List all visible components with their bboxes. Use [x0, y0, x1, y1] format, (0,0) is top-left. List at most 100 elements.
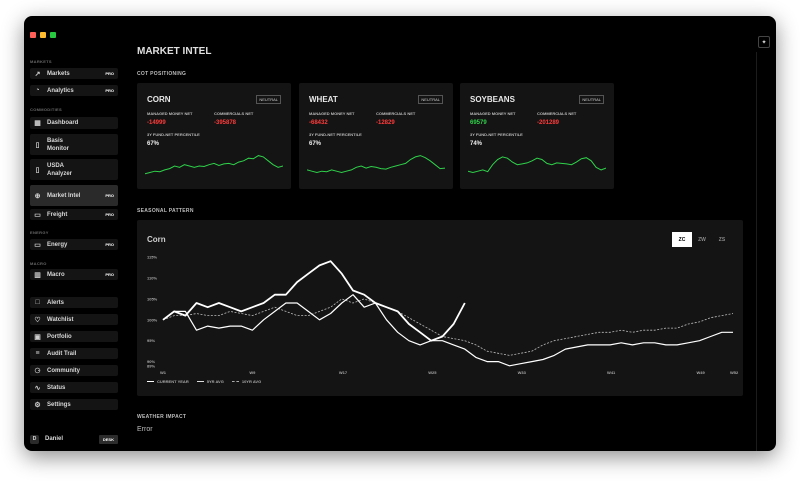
status-badge: NEUTRAL: [418, 95, 443, 104]
sidebar-item-watchlist[interactable]: ♡ Watchlist: [30, 314, 118, 325]
sliders-icon: ⚙: [34, 401, 41, 409]
x-tick-label: W25: [428, 370, 437, 375]
status-badge: NEUTRAL: [256, 95, 281, 104]
user-name: Daniel: [45, 436, 64, 442]
commercials-value: -12829: [376, 120, 395, 126]
sidebar-item-basis-monitor[interactable]: ▯ Basis Monitor: [30, 134, 118, 155]
section-label-macro: MACRO: [30, 261, 47, 266]
sidebar-item-community[interactable]: ⚆ Community: [30, 365, 118, 376]
commercials-label: COMMERCIALS NET: [376, 111, 416, 116]
series-current-year: [162, 260, 466, 342]
close-window-button[interactable]: [30, 32, 36, 38]
card-title: WHEAT: [309, 95, 338, 104]
legend-swatch-10yr: [231, 381, 239, 382]
sparkline-path: [468, 156, 606, 174]
commercials-value: -201289: [537, 120, 560, 126]
percentile-label: 3Y FUND-NET PERCENTILE: [147, 132, 200, 137]
battery-icon: ▭: [34, 241, 41, 249]
pro-badge: PRO: [105, 71, 114, 76]
sidebar-item-label: Portfolio: [47, 333, 72, 340]
pro-badge: PRO: [105, 88, 114, 93]
sidebar-item-label: Markets: [47, 70, 70, 77]
sidebar-item-freight[interactable]: ▭ Freight PRO: [30, 209, 118, 220]
card-title: SOYBEANS: [470, 95, 515, 104]
x-tick-label: W9: [249, 370, 256, 375]
sidebar-item-label: Market Intel: [47, 192, 81, 199]
chart-title: Corn: [147, 235, 166, 244]
seasonal-chart: 115% 110% 105% 100% 95% 90%89% W1 W9 W17 W25 W33 W4…: [147, 255, 739, 376]
legend-swatch-5yr: [196, 381, 204, 382]
pro-badge: PRO: [105, 212, 114, 217]
sidebar-item-market-intel[interactable]: ⊕ Market Intel PRO: [30, 185, 118, 206]
sidebar-item-label: Settings: [47, 401, 71, 408]
x-tick-label: W52: [730, 370, 739, 375]
tab-zw[interactable]: ZW: [698, 236, 706, 243]
section-label-markets: MARKETS: [30, 59, 52, 64]
y-tick-label: 105%: [147, 296, 158, 301]
tab-zc[interactable]: ZC: [672, 232, 692, 247]
cot-card-soybeans: SOYBEANS NEUTRAL MANAGED MONEY NET COMMERCI…: [460, 83, 614, 189]
globe-icon: ⊕: [34, 192, 41, 200]
weather-error: Error: [137, 426, 153, 433]
avatar: D: [30, 434, 39, 444]
managed-money-label: MANAGED MONEY NET: [470, 111, 516, 116]
sidebar-item-macro[interactable]: ▥ Macro PRO: [30, 269, 118, 280]
list-icon: ≡: [35, 350, 40, 357]
cot-card-corn: CORN NEUTRAL MANAGED MONEY NET COMMERCIALS …: [137, 83, 291, 189]
sparkline-path: [307, 155, 445, 174]
grid-icon: ▦: [34, 120, 41, 127]
minimize-window-button[interactable]: [40, 32, 46, 38]
document-icon: ▯: [35, 141, 40, 149]
commercials-value: -395878: [214, 120, 237, 126]
building-icon: ▥: [34, 271, 41, 279]
desk-badge: DESK: [98, 434, 118, 444]
sidebar-item-label: Basis Monitor: [47, 137, 69, 152]
x-tick-label: W49: [696, 370, 705, 375]
user-profile[interactable]: D Daniel DESK: [30, 432, 118, 446]
series-5yr-avg: [162, 294, 733, 367]
section-label-energy: ENERGY: [30, 230, 49, 235]
y-tick-label: 110%: [147, 275, 157, 280]
pin-icon[interactable]: ✦: [758, 36, 770, 48]
sparkline-path: [145, 155, 283, 175]
legend-5yr-avg: 5YR AVG: [206, 379, 224, 384]
briefcase-icon: ▣: [34, 333, 41, 341]
sidebar-item-markets[interactable]: ↗ Markets PRO: [30, 68, 118, 79]
sidebar-item-usda-analyzer[interactable]: ▯ USDA Analyzer: [30, 159, 118, 180]
percentile-value: 67%: [147, 141, 160, 147]
sidebar-item-label: Alerts: [47, 299, 65, 306]
sidebar-item-status[interactable]: ∿ Status: [30, 382, 118, 393]
sidebar-item-label: Status: [47, 384, 66, 391]
legend-swatch-current: [147, 381, 154, 382]
sidebar-item-audit-trail[interactable]: ≡ Audit Trail: [30, 348, 118, 359]
managed-money-label: MANAGED MONEY NET: [309, 111, 355, 116]
chart-line-icon: ↗: [34, 70, 41, 78]
tab-zs[interactable]: ZS: [718, 236, 726, 243]
percentile-value: 67%: [309, 141, 322, 147]
managed-money-value: 69579: [470, 120, 487, 126]
sidebar-item-settings[interactable]: ⚙ Settings: [30, 399, 118, 410]
percentile-label: 3Y FUND-NET PERCENTILE: [309, 132, 362, 137]
percentile-label: 3Y FUND-NET PERCENTILE: [470, 132, 523, 137]
series-10yr-avg: [162, 298, 734, 356]
card-title: CORN: [147, 95, 171, 104]
sidebar-item-label: Energy: [47, 241, 68, 248]
x-tick-label: W17: [339, 370, 348, 375]
cot-card-wheat: WHEAT NEUTRAL MANAGED MONEY NET COMMERCIALS…: [299, 83, 453, 189]
sidebar-item-portfolio[interactable]: ▣ Portfolio: [30, 331, 118, 342]
sidebar-item-energy[interactable]: ▭ Energy PRO: [30, 239, 118, 250]
app-window: ✦ MARKETS COMMODITIES ENERGY MACRO D Dan…: [24, 16, 776, 451]
sidebar-item-label: Dashboard: [47, 120, 79, 126]
percentile-value: 74%: [470, 141, 483, 147]
managed-money-value: -68432: [309, 120, 328, 126]
sidebar-item-dashboard[interactable]: ▦ Dashboard: [30, 117, 118, 129]
commercials-label: COMMERCIALS NET: [537, 111, 577, 116]
maximize-window-button[interactable]: [50, 32, 56, 38]
sidebar-item-analytics[interactable]: ◔ Analytics PRO: [30, 85, 118, 96]
gauge-icon: ◔: [35, 87, 40, 94]
sidebar-item-alerts[interactable]: □ Alerts: [30, 297, 118, 308]
sidebar-item-label: Analytics: [47, 87, 74, 94]
sidebar-item-label: Macro: [47, 271, 65, 278]
sidebar-item-label: Audit Trail: [47, 350, 77, 357]
truck-icon: ▭: [34, 211, 41, 219]
